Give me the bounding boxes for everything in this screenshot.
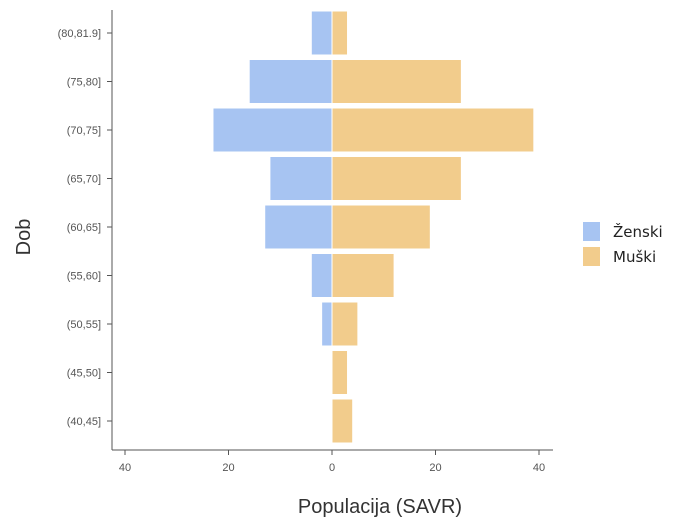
bar-male-0 (331, 398, 354, 444)
bar-male-6 (331, 107, 535, 153)
bar-male-7 (331, 59, 462, 104)
y-tick-label: (50,55] (67, 319, 101, 331)
y-tick-label: (70,75] (67, 125, 101, 137)
y-tick-label: (55,60] (67, 271, 101, 283)
x-tick-label: 40 (533, 462, 545, 474)
legend-swatch-male (583, 247, 600, 266)
x-axis-ticks: 40 20 0 20 40 (119, 450, 545, 474)
bar-male-2 (331, 301, 359, 347)
bar-male-3 (331, 253, 395, 298)
x-tick-label: 20 (429, 462, 441, 474)
x-tick-label: 0 (329, 462, 335, 474)
y-tick-label: (65,70] (67, 174, 101, 186)
y-tick-label: (80,81.9] (58, 28, 101, 40)
y-tick-label: (45,50] (67, 368, 101, 380)
legend-swatch-female (583, 222, 600, 241)
bar-male-8 (331, 10, 349, 56)
bar-female-6 (212, 107, 333, 153)
y-tick-label: (40,45] (67, 416, 101, 428)
legend: Ženski Muški (583, 222, 663, 266)
x-axis-title: Populacija (SAVR) (298, 496, 462, 518)
bar-female-5 (269, 156, 333, 201)
x-tick-label: 20 (222, 462, 234, 474)
x-tick-label: 40 (119, 462, 131, 474)
bar-female-8 (310, 10, 333, 56)
bar-male-4 (331, 204, 431, 250)
y-axis-ticks: (40,45] (45,50] (50,55] (55,60] (60,65] (65,7… (58, 28, 112, 428)
bar-female-2 (321, 301, 333, 347)
bar-male-1 (331, 350, 349, 395)
y-tick-label: (60,65] (67, 222, 101, 234)
y-axis-title: Dob (13, 219, 35, 256)
bar-female-7 (248, 59, 333, 104)
bar-female-3 (310, 253, 333, 298)
legend-label-male: Muški (613, 248, 656, 266)
bar-male-5 (331, 156, 462, 201)
bar-female-4 (264, 204, 333, 250)
bars-group (212, 10, 535, 444)
y-tick-label: (75,80] (67, 77, 101, 89)
legend-label-female: Ženski (613, 222, 663, 241)
